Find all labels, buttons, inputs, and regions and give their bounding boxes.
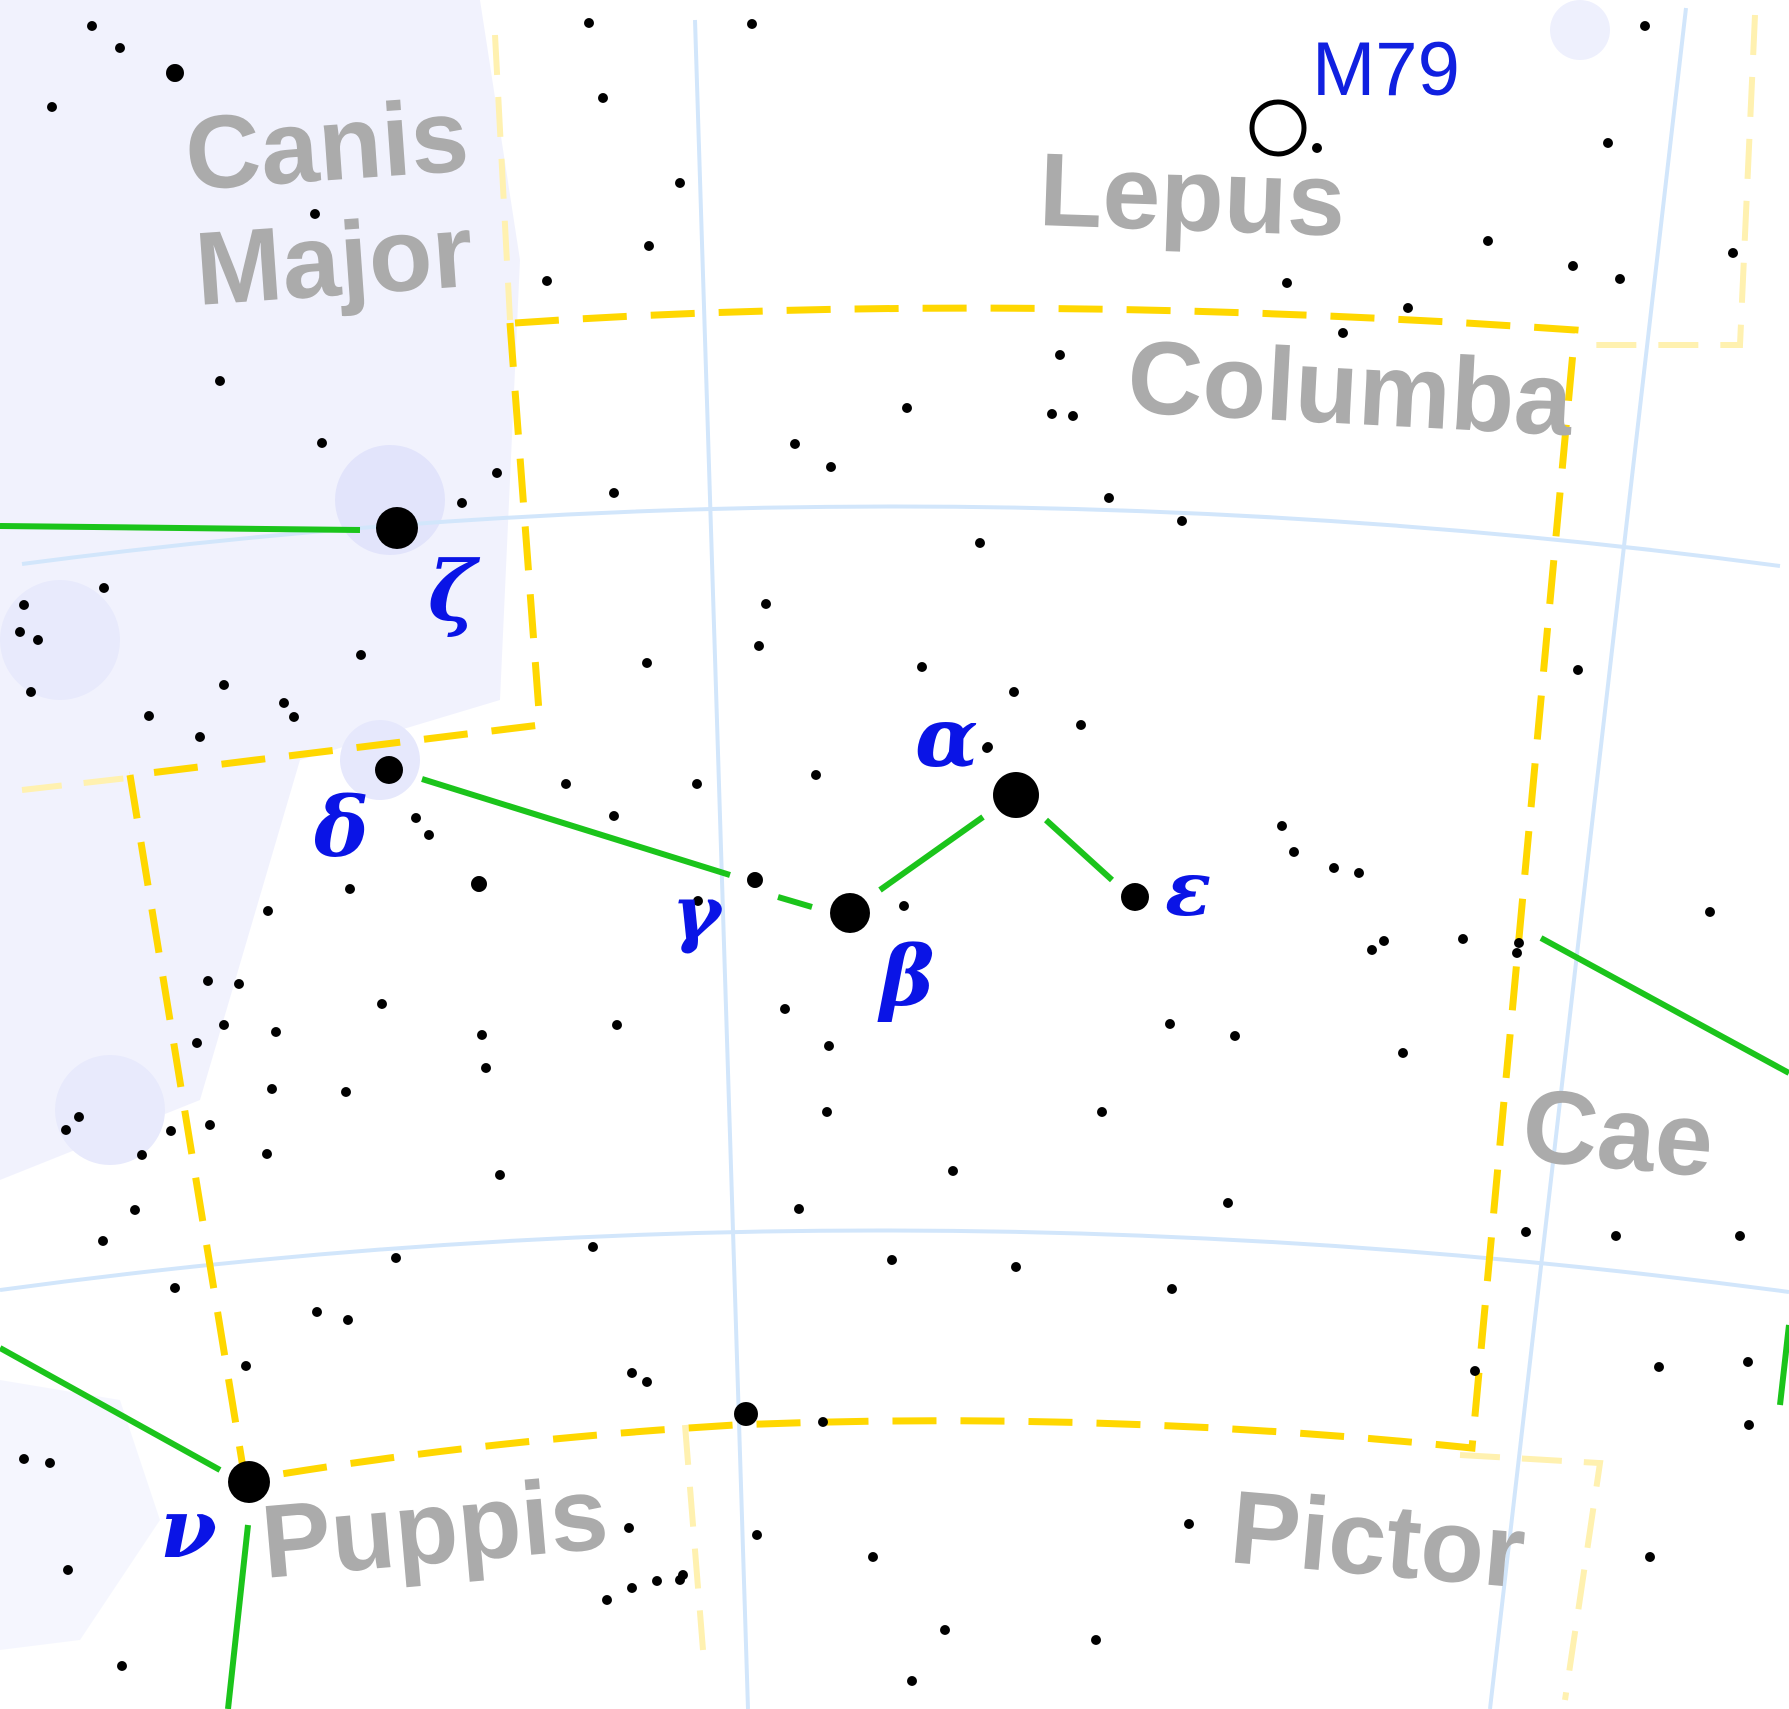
puppis-boundary: [126, 774, 249, 1481]
faint-boundaries: [21, 14, 1758, 1701]
line-gamma-beta: [777, 894, 813, 910]
declination-line-upper: [21, 504, 1781, 568]
ra-line-right: [1488, 7, 1688, 1709]
star-alpha: [993, 772, 1039, 818]
label-delta: δ: [313, 780, 369, 876]
line-puppis-south: [225, 1524, 251, 1709]
star-gamma: [747, 872, 763, 888]
constellation-boundaries: [126, 304, 1579, 1484]
label-canis-major-line2: Major: [192, 193, 477, 328]
star-nu: [228, 1461, 270, 1503]
columba-boundary: [244, 304, 1579, 1484]
m79-globular-cluster-icon: [1249, 99, 1307, 157]
named-stars: [166, 64, 1149, 1503]
label-canis-major-line1: Canis: [182, 77, 473, 212]
line-alpha-epsilon: [1043, 817, 1115, 883]
background-stars: [15, 18, 1754, 1686]
ra-line-left: [693, 19, 750, 1709]
label-caelum: Cae: [1518, 1067, 1718, 1199]
label-gamma: γ: [672, 870, 724, 956]
milky-way-haze: [0, 0, 1610, 1650]
star-zeta: [376, 507, 418, 549]
star-bright-3: [734, 1402, 758, 1426]
label-nu: ν: [160, 1481, 217, 1577]
star-delta: [375, 756, 403, 784]
label-zeta: ζ: [428, 544, 481, 640]
label-lepus: Lepus: [1037, 132, 1347, 259]
star-beta: [830, 893, 870, 933]
star-bright-2: [471, 876, 487, 892]
line-zeta-west: [0, 523, 361, 533]
declination-line-lower: [0, 1228, 1789, 1294]
label-beta: β: [877, 929, 934, 1025]
line-delta-gamma: [421, 776, 731, 878]
label-puppis: Puppis: [257, 1455, 612, 1601]
label-columba: Columba: [1125, 319, 1577, 458]
line-caelum: [1539, 935, 1789, 1076]
star-bright-1: [166, 64, 184, 82]
constellation-names: Canis Major Lepus Columba Cae Puppis Pic…: [182, 77, 1719, 1610]
line-beta-alpha: [878, 814, 985, 893]
line-puppis-west: [0, 1345, 222, 1473]
line-east-edge: [1777, 1324, 1789, 1406]
star-labels: α β γ δ ε ζ ν: [160, 544, 1211, 1577]
label-alpha: α: [915, 690, 978, 786]
label-epsilon: ε: [1165, 844, 1211, 933]
star-epsilon: [1121, 883, 1149, 911]
m79-label: M79: [1312, 27, 1460, 112]
label-pictor: Pictor: [1226, 1469, 1530, 1610]
constellation-lines: [0, 523, 1789, 1709]
coordinate-grid: [0, 7, 1789, 1709]
